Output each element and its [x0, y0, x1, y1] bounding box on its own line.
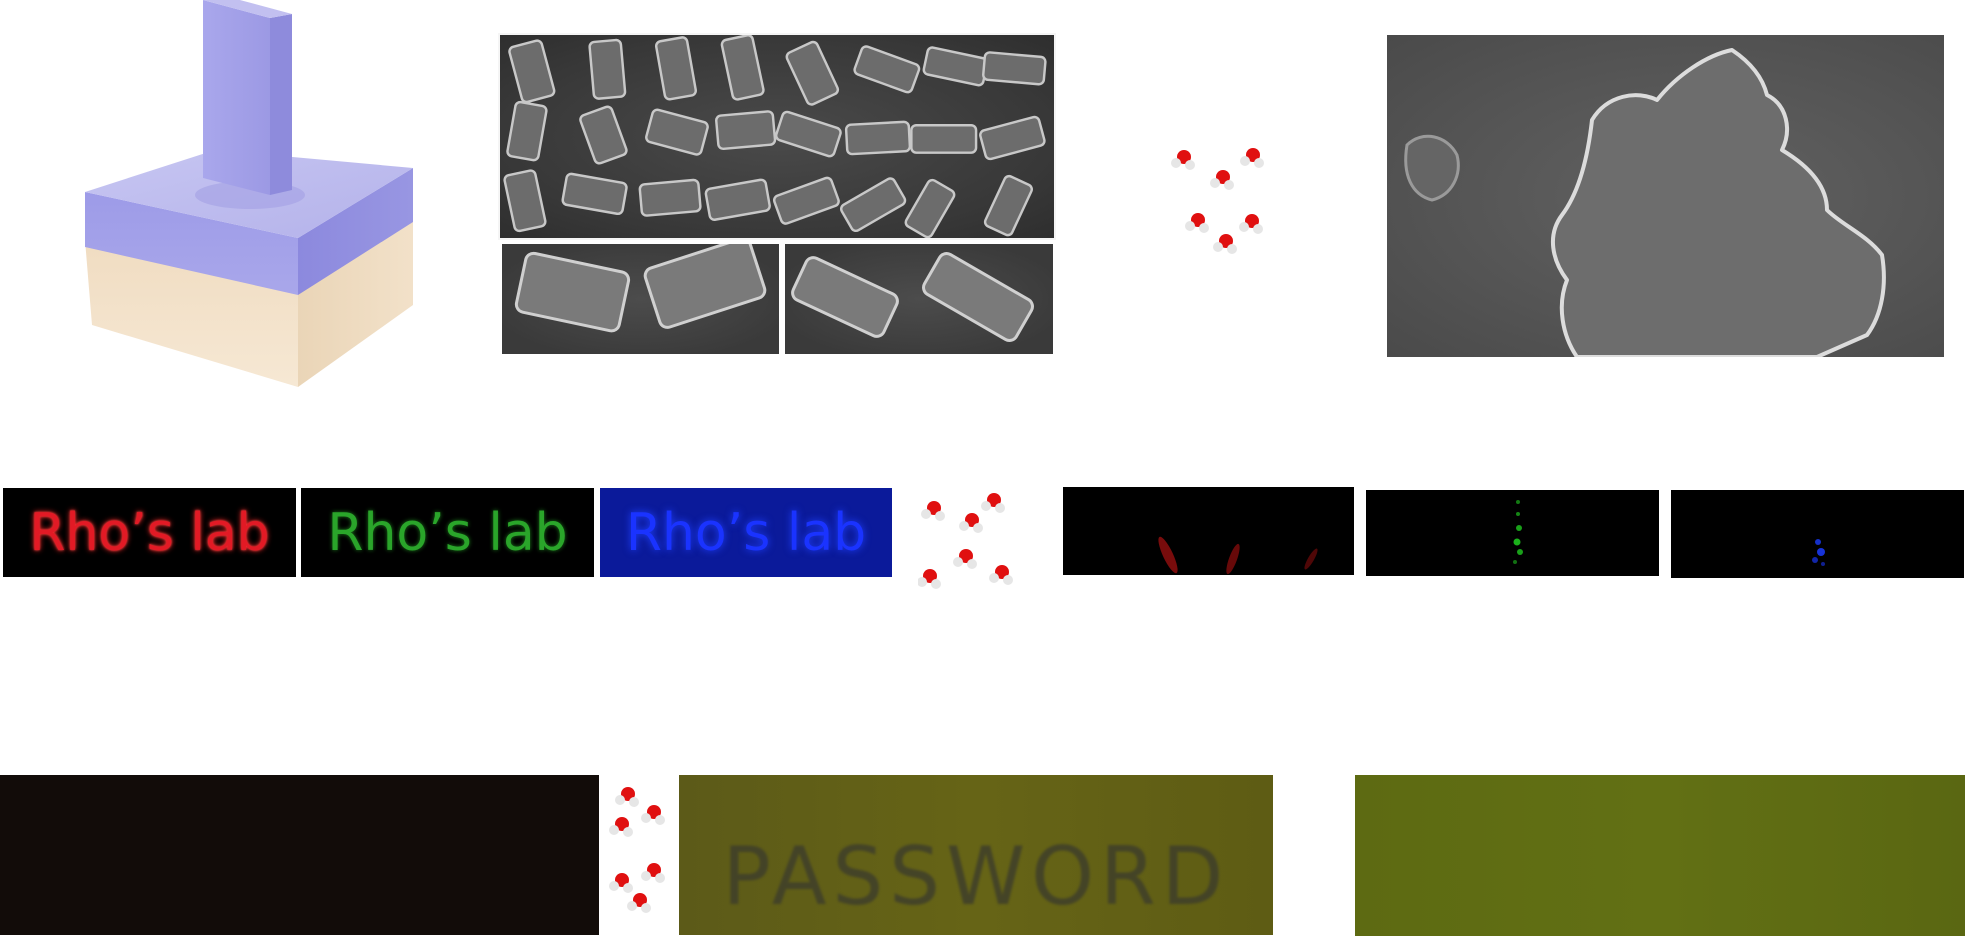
blue-fluorescent-label-panel: Rho’s lab [600, 488, 892, 577]
water-molecule-cluster-2 [917, 490, 1023, 590]
water-molecule-cluster-3 [606, 782, 672, 922]
green-label-text: Rho’s lab [327, 502, 568, 563]
water-molecule-cluster-1 [1168, 145, 1268, 265]
sem-aggregate-shape [1404, 48, 1886, 357]
water-molecule-icon [609, 787, 665, 913]
sem-zoom-particles-left [514, 244, 767, 333]
olive-erased-panel [1355, 775, 1965, 936]
sem-zoom-particles-right [791, 252, 1034, 342]
red-dissolved-panel [1063, 487, 1354, 575]
sem-array-image [498, 33, 1056, 240]
pillar-substrate-schematic [85, 0, 413, 387]
sem-array-particles [503, 35, 1047, 238]
hidden-text-panel [0, 775, 599, 935]
sem-zoom-image-right [785, 244, 1053, 354]
green-dissolved-panel [1366, 490, 1659, 576]
red-fluorescent-label-panel: Rho’s lab [3, 488, 296, 577]
sem-zoom-image-left [502, 244, 779, 354]
blue-remnant-glow [1812, 539, 1825, 566]
water-molecule-icon [1171, 148, 1264, 254]
sem-dissolved-image [1387, 35, 1944, 357]
blue-label-text: Rho’s lab [625, 502, 867, 563]
water-molecule-icon [917, 493, 1013, 589]
password-revealed-panel: PASSWORD [679, 775, 1273, 935]
blue-dissolved-panel [1671, 490, 1964, 578]
green-remnant-glow [1513, 500, 1523, 564]
password-text: PASSWORD [722, 829, 1230, 923]
green-fluorescent-label-panel: Rho’s lab [301, 488, 594, 577]
red-remnant-glow [1158, 536, 1318, 575]
red-label-text: Rho’s lab [29, 502, 270, 563]
